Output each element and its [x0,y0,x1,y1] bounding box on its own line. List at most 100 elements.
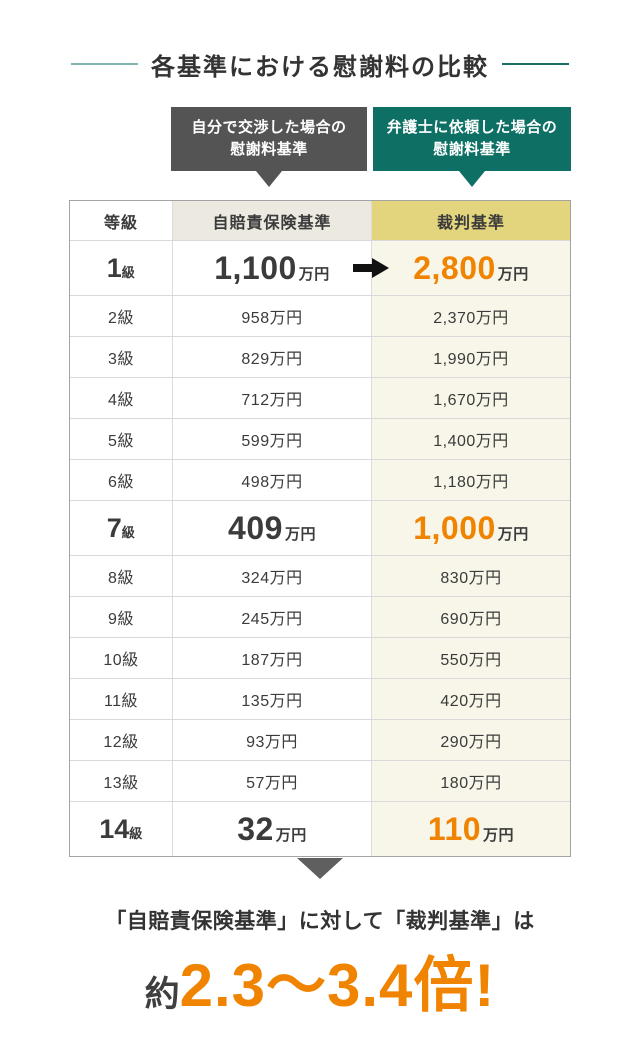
page-title: 各基準における慰謝料の比較 [151,53,489,81]
grade-suffix: 級 [117,611,134,628]
grade-number: 9 [108,611,118,628]
jibai-value: 1,100 [214,249,297,286]
grade-number: 5 [108,433,118,450]
jibai-unit: 万円 [269,392,303,409]
grade-suffix: 級 [122,775,139,792]
grade-number: 1 [106,252,122,283]
jibai-unit: 万円 [284,525,316,543]
jibai-unit: 万円 [298,265,330,283]
court-value-cell: 2,370 万円 [371,296,570,336]
jibai-value: 409 [228,509,283,546]
table-row: 14 級 32 万円 110 万円 [70,801,570,856]
table-row: 10 級 187 万円 550 万円 [70,637,570,678]
grade-number: 8 [108,570,118,587]
jibai-unit: 万円 [269,570,303,587]
jibai-value-cell: 324 万円 [172,556,371,596]
jibai-value-cell: 712 万円 [172,378,371,418]
court-value-cell: 180 万円 [371,761,570,801]
court-value: 1,180 [433,474,476,491]
court-value: 830 [440,570,469,587]
grade-suffix: 級 [117,474,134,491]
jibai-value-cell: 135 万円 [172,679,371,719]
grade-suffix: 級 [121,264,136,280]
jibai-value: 32 [237,810,274,847]
jibai-value-cell: 57 万円 [172,761,371,801]
jibai-unit: 万円 [269,652,303,669]
court-value: 690 [440,611,469,628]
jibai-value-cell: 32 万円 [172,802,371,856]
grade-number: 14 [99,813,130,844]
court-value-cell: 110 万円 [371,802,570,856]
jibai-value: 712 [241,392,270,409]
court-value: 550 [440,652,469,669]
court-value-cell: 1,990 万円 [371,337,570,377]
grade-number: 13 [103,775,123,792]
court-unit: 万円 [475,433,509,450]
court-value-cell: 1,000 万円 [371,501,570,555]
court-value: 1,670 [433,392,476,409]
grade-number: 11 [103,693,122,710]
jibai-unit: 万円 [269,310,303,327]
callout-self-pointer-icon [256,171,282,187]
court-unit: 万円 [497,265,529,283]
table-row: 13 級 57 万円 180 万円 [70,760,570,801]
jibai-value: 93 [246,734,265,751]
court-value-cell: 2,800 万円 [371,241,570,295]
court-unit: 万円 [468,734,502,751]
jibai-value-cell: 245 万円 [172,597,371,637]
grade-cell: 14 級 [70,802,172,856]
callout-self-label: 自分で交渉した場合の 慰謝料基準 [191,118,347,159]
callout-lawyer-pointer-icon [459,171,485,187]
grade-cell: 10 級 [70,638,172,678]
callout-lawyer-label: 弁護士に依頼した場合の 慰謝料基準 [386,118,558,159]
jibai-unit: 万円 [269,611,303,628]
callout-self-negotiation: 自分で交渉した場合の 慰謝料基準 [171,107,367,187]
court-value: 1,000 [413,509,496,546]
court-unit: 万円 [468,570,502,587]
grade-suffix: 級 [117,351,134,368]
grade-number: 6 [108,474,118,491]
table-header-row: 等級 自賠責保険基準 裁判基準 [70,201,570,240]
jibai-value-cell: 1,100 万円 [172,241,371,295]
court-value: 110 [427,810,482,847]
court-value: 180 [440,775,469,792]
conclusion-highlight-row: 約 2.3〜3.4倍! [0,937,640,1024]
court-unit: 万円 [475,310,509,327]
court-unit: 万円 [468,775,502,792]
grade-cell: 12 級 [70,720,172,760]
header-jibai-label: 自賠責保険基準 [212,214,332,232]
jibai-value: 135 [241,693,270,710]
court-value: 2,800 [413,249,496,286]
title-section: 各基準における慰謝料の比較 [0,48,640,81]
court-unit: 万円 [475,392,509,409]
jibai-value: 187 [241,652,270,669]
grade-suffix: 級 [122,652,139,669]
court-value-cell: 830 万円 [371,556,570,596]
jibai-unit: 万円 [269,433,303,450]
court-unit: 万円 [468,693,502,710]
grade-suffix: 級 [117,392,134,409]
court-unit: 万円 [475,351,509,368]
title-divider-left [71,63,138,65]
court-value-cell: 690 万円 [371,597,570,637]
header-grade-label: 等級 [103,214,138,232]
jibai-value: 324 [241,570,270,587]
court-value: 1,400 [433,433,476,450]
court-value-cell: 1,670 万円 [371,378,570,418]
court-value-cell: 1,400 万円 [371,419,570,459]
jibai-value-cell: 599 万円 [172,419,371,459]
grade-suffix: 級 [129,825,143,841]
right-arrow-icon [353,258,389,278]
court-unit: 万円 [468,611,502,628]
grade-suffix: 級 [117,433,134,450]
